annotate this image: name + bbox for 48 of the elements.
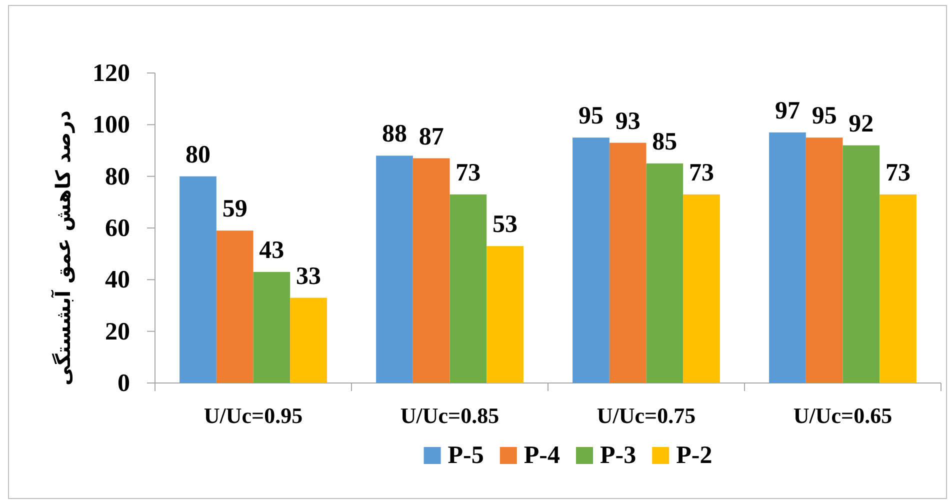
data-label: 92 (848, 110, 874, 138)
data-label: 97 (774, 97, 800, 124)
legend-label: P-5 (448, 442, 484, 469)
y-tick-label: 100 (92, 112, 130, 139)
x-tick-label: U/Uc=0.85 (400, 403, 500, 428)
x-tick-label: U/Uc=0.95 (204, 403, 303, 428)
data-label: 88 (382, 120, 407, 148)
bar (609, 142, 646, 383)
data-label: 59 (222, 196, 248, 223)
bar (290, 298, 327, 383)
data-label: 73 (886, 159, 911, 186)
bar (486, 246, 524, 383)
data-label: 80 (185, 141, 210, 168)
bar (216, 230, 254, 383)
x-tick-label: U/Uc=0.65 (793, 403, 892, 428)
bar (253, 272, 290, 383)
data-label: 93 (615, 108, 640, 135)
bar (412, 158, 450, 383)
bar (450, 194, 487, 383)
y-tick-label: 80 (105, 163, 130, 190)
y-tick-label: 20 (105, 318, 130, 346)
legend-label: P-4 (524, 442, 560, 469)
data-label: 85 (652, 128, 678, 156)
bar (683, 194, 720, 383)
bar (769, 132, 806, 383)
x-tick-label: U/Uc=0.75 (596, 403, 696, 428)
bar (180, 176, 216, 383)
bar (646, 163, 684, 383)
bar (806, 138, 843, 383)
y-tick-label: 60 (105, 215, 130, 242)
legend-label: P-2 (676, 442, 712, 469)
bar (842, 145, 880, 383)
bar (880, 194, 916, 383)
data-label: 43 (259, 236, 284, 264)
data-label: 73 (456, 159, 481, 186)
data-label: 95 (578, 102, 604, 130)
y-tick-label: 40 (105, 266, 130, 294)
bar (572, 138, 610, 383)
data-label: 87 (418, 123, 444, 150)
data-label: 73 (689, 159, 714, 186)
y-axis-title: درصد کاهش عمق آبشستگی (50, 110, 75, 386)
y-tick-label: 0 (118, 370, 130, 397)
bar (376, 156, 413, 383)
y-tick-label: 120 (92, 60, 130, 87)
data-label: 33 (296, 262, 322, 290)
data-label: 95 (812, 102, 837, 130)
legend-label: P-3 (600, 442, 636, 469)
data-label: 53 (492, 211, 518, 238)
